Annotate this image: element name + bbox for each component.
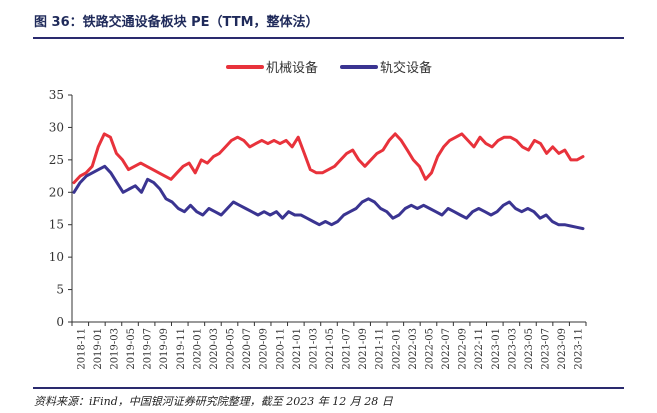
- x-tick-label: 2020-05: [226, 328, 237, 370]
- source-note: 资料来源：iFind，中国银河证券研究院整理，截至 2023 年 12 月 28…: [34, 395, 393, 408]
- x-tick-label: 2023-01: [491, 328, 502, 370]
- y-tick-label: 30: [49, 120, 64, 134]
- x-tick-label: 2021-03: [308, 328, 319, 370]
- y-tick-label: 5: [56, 283, 64, 297]
- series-lines: [72, 132, 585, 231]
- y-tick-label: 0: [56, 315, 64, 329]
- y-tick-label: 10: [49, 250, 64, 264]
- x-tick-label: 2021-05: [325, 328, 336, 370]
- figure-title: 图 36：铁路交通设备板块 PE（TTM，整体法）: [34, 15, 319, 30]
- x-tick-label: 2023-07: [541, 328, 552, 370]
- x-tick-label: 2020-03: [209, 328, 220, 370]
- x-tick-label: 2019-11: [176, 328, 187, 370]
- y-tick-label: 25: [49, 153, 64, 167]
- y-tick-label: 35: [49, 88, 64, 102]
- source-rule: [33, 387, 624, 389]
- x-tick-label: 2021-01: [292, 328, 303, 370]
- x-tick-label: 2023-05: [524, 328, 535, 370]
- chart-legend: 机械设备 轨交设备: [226, 60, 432, 76]
- x-tick-label: 2020-11: [275, 328, 286, 370]
- x-tick-label: 2023-11: [574, 328, 585, 370]
- title-rule: [33, 37, 624, 39]
- x-tick-label: 2021-11: [375, 328, 386, 370]
- x-tick-label: 2022-05: [424, 328, 435, 370]
- legend-label: 轨交设备: [380, 60, 432, 76]
- x-tick-label: 2022-11: [474, 328, 485, 370]
- y-tick-label: 15: [49, 218, 64, 232]
- x-tick-label: 2018-11: [76, 328, 87, 370]
- legend-label: 机械设备: [266, 60, 318, 76]
- series-line-机械设备: [72, 132, 585, 185]
- y-tick-label: 20: [49, 185, 64, 199]
- x-tick-label: 2019-03: [109, 328, 120, 370]
- x-tick-label: 2023-03: [507, 328, 518, 370]
- x-tick-label: 2020-07: [242, 328, 253, 370]
- x-tick-label: 2022-03: [408, 328, 419, 370]
- x-tick-label: 2021-09: [358, 328, 369, 370]
- x-tick-label: 2022-09: [458, 328, 469, 370]
- x-tick-label: 2021-07: [342, 328, 353, 370]
- x-tick-label: 2020-09: [259, 328, 270, 370]
- x-tick-label: 2019-01: [93, 328, 104, 370]
- x-axis: 2018-11 2019-01 2019-03 2019-05 2019-07 2019-…: [71, 321, 587, 370]
- x-tick-label: 2019-05: [126, 328, 137, 370]
- x-tick-label: 2019-07: [143, 328, 154, 370]
- x-tick-label: 2020-01: [192, 328, 203, 370]
- series-line-轨交设备: [72, 164, 585, 231]
- x-tick-label: 2022-07: [441, 328, 452, 370]
- x-tick-label: 2022-01: [391, 328, 402, 370]
- x-tick-label: 2023-09: [557, 328, 568, 370]
- x-tick-label: 2019-09: [159, 328, 170, 370]
- y-axis: 0 5 10 15 20 25 30 35: [49, 88, 73, 329]
